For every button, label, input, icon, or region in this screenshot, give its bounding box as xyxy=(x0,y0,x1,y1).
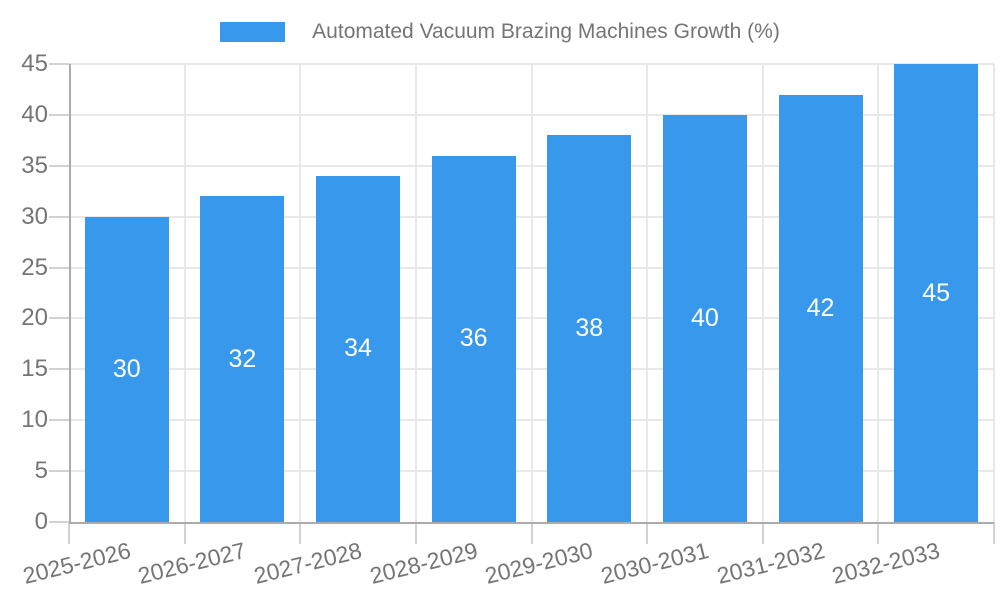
legend-swatch xyxy=(220,22,286,42)
y-axis-tick xyxy=(49,368,69,371)
x-axis-label: 2025-2026 xyxy=(20,537,134,589)
legend-label: Automated Vacuum Brazing Machines Growth… xyxy=(312,20,780,43)
y-axis-tick xyxy=(49,470,69,473)
x-axis-label: 2031-2032 xyxy=(713,537,827,589)
x-axis-label: 2029-2030 xyxy=(482,537,596,589)
gridline-vertical xyxy=(414,64,417,522)
bar-2031-2032[interactable]: 42 xyxy=(778,94,863,522)
y-axis-tick xyxy=(49,419,69,422)
bar-2028-2029[interactable]: 36 xyxy=(431,155,516,522)
x-axis-tick xyxy=(530,522,533,544)
x-axis-line xyxy=(69,522,994,524)
y-axis-tick xyxy=(49,113,69,116)
bar-value-label: 42 xyxy=(806,293,835,322)
chart-legend[interactable]: Automated Vacuum Brazing Machines Growth… xyxy=(0,20,1000,44)
gridline-vertical xyxy=(530,64,533,522)
y-axis-label: 45 xyxy=(21,50,48,77)
y-axis-line xyxy=(69,64,71,524)
y-axis-label: 15 xyxy=(21,355,48,383)
x-axis-tick xyxy=(68,522,70,544)
gridline-vertical xyxy=(646,64,649,522)
y-axis-tick xyxy=(49,164,69,167)
y-axis-tick xyxy=(49,63,69,65)
bar-2025-2026[interactable]: 30 xyxy=(84,216,169,522)
y-axis-label: 0 xyxy=(34,508,48,535)
x-axis-label: 2026-2027 xyxy=(135,537,249,589)
gridline-vertical xyxy=(993,64,995,522)
bar-value-label: 32 xyxy=(228,344,257,373)
y-axis-label: 10 xyxy=(21,406,48,434)
bar-value-label: 34 xyxy=(344,334,372,363)
y-axis-label: 20 xyxy=(21,304,48,332)
y-axis-label: 40 xyxy=(21,100,48,128)
x-axis-tick xyxy=(299,522,302,544)
x-axis-tick xyxy=(183,522,186,544)
gridline-vertical xyxy=(299,64,302,522)
x-axis-label: 2027-2028 xyxy=(251,537,365,589)
bar-value-label: 40 xyxy=(691,303,719,332)
bar-2027-2028[interactable]: 34 xyxy=(316,175,401,522)
x-axis-tick xyxy=(993,522,995,544)
y-axis-tick xyxy=(49,215,69,218)
x-axis-label: 2030-2031 xyxy=(598,537,712,589)
y-axis-label: 5 xyxy=(34,457,48,485)
bar-value-label: 30 xyxy=(112,354,141,383)
y-axis-tick xyxy=(49,266,69,269)
bar-2026-2027[interactable]: 32 xyxy=(200,196,285,522)
y-axis-label: 25 xyxy=(21,253,48,281)
bar-value-label: 38 xyxy=(575,314,604,343)
gridline-vertical xyxy=(877,64,880,522)
bar-value-label: 36 xyxy=(459,324,488,353)
x-axis-tick xyxy=(646,522,649,544)
y-axis-tick xyxy=(49,521,69,523)
x-axis-tick xyxy=(414,522,417,544)
bar-2030-2031[interactable]: 40 xyxy=(662,114,747,522)
bar-value-label: 45 xyxy=(922,278,951,307)
y-axis-label: 35 xyxy=(21,151,48,179)
x-axis-label: 2028-2029 xyxy=(366,537,480,589)
bar-2029-2030[interactable]: 38 xyxy=(547,135,632,522)
x-axis-label: 2032-2033 xyxy=(829,537,943,589)
gridline-vertical xyxy=(183,64,186,522)
x-axis-tick xyxy=(877,522,880,544)
bar-2032-2033[interactable]: 45 xyxy=(894,64,979,522)
y-axis-label: 30 xyxy=(21,202,48,230)
y-axis-tick xyxy=(49,317,69,320)
gridline-vertical xyxy=(761,64,764,522)
x-axis-tick xyxy=(761,522,764,544)
